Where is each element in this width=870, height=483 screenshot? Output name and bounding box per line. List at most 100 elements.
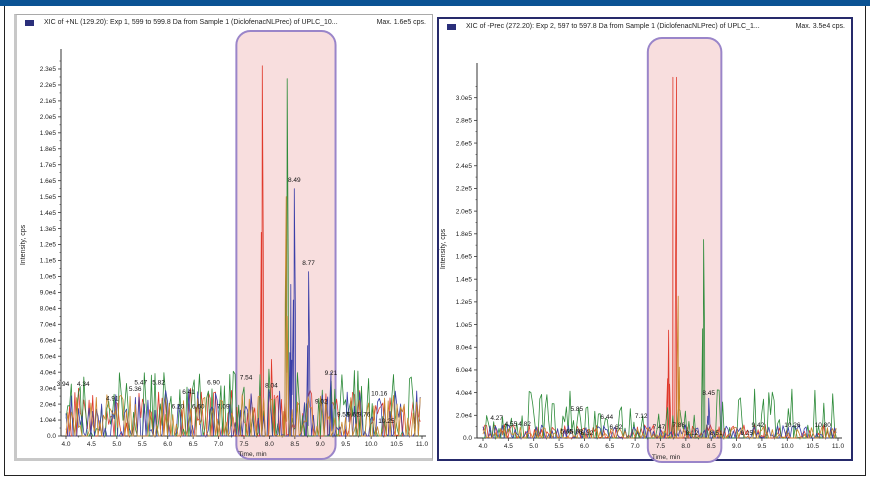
x-tick-label: 9.0 — [732, 443, 741, 450]
peak-label: 7.86 — [672, 422, 685, 429]
peak-label: 6.41 — [182, 389, 195, 396]
peak-label: 4.27 — [490, 415, 503, 422]
x-tick-label: 8.0 — [681, 443, 690, 450]
pane-header: XIC of -Prec (272.20): Exp 2, 597 to 597… — [447, 23, 847, 35]
y-tick-label: 1.6e5 — [40, 178, 57, 185]
x-tick-label: 8.5 — [707, 443, 716, 450]
y-tick-label: 1.7e5 — [40, 162, 57, 169]
x-tick-label: 4.5 — [87, 441, 96, 448]
y-tick-label: 1.3e5 — [40, 226, 57, 233]
y-tick-label: 6.0e4 — [40, 337, 57, 344]
xic-pane-left[interactable]: XIC of +NL (129.20): Exp 1, 599 to 599.8… — [14, 14, 433, 461]
x-tick-label: 7.5 — [239, 441, 248, 448]
y-tick-label: 6.0e4 — [456, 367, 473, 374]
peak-label: 6.60 — [192, 403, 205, 410]
peak-label: 5.36 — [129, 386, 142, 393]
x-axis-title: Time, min — [652, 454, 681, 461]
peak-label: 6.62 — [610, 424, 623, 431]
x-tick-label: 5.5 — [555, 443, 564, 450]
xic-pane-right[interactable]: XIC of -Prec (272.20): Exp 2, 597 to 597… — [437, 17, 855, 463]
x-tick-label: 6.5 — [189, 441, 198, 448]
peak-label: 5.47 — [134, 380, 147, 387]
x-tick-label: 9.5 — [757, 443, 766, 450]
peak-label: 8.51 — [710, 430, 723, 437]
y-tick-label: 1.4e5 — [40, 210, 57, 217]
peak-label: 9.02 — [315, 399, 328, 406]
x-tick-label: 11.0 — [416, 441, 429, 448]
pane-color-swatch-icon — [447, 23, 456, 30]
peak-label: 6.90 — [207, 380, 220, 387]
peak-label: 7.47 — [653, 424, 666, 431]
y-tick-label: 8.0e4 — [40, 306, 57, 313]
y-tick-label: 1.2e5 — [40, 242, 57, 249]
peak-label: 10.26 — [784, 422, 801, 429]
chromatogram-plot[interactable]: 0.0 1.0e4 2.0e4 3.0e4 4.0e4 5.0e4 6.0e4 7.0e4 8.… — [17, 15, 436, 462]
peak-label: 8.49 — [288, 177, 301, 184]
x-tick-label: 9.0 — [316, 441, 325, 448]
y-tick-label: 2.0e4 — [456, 413, 473, 420]
y-tick-label: 1.5e5 — [40, 194, 57, 201]
peak-label: 5.68 — [570, 429, 583, 436]
y-tick-label: 1.9e5 — [40, 130, 57, 137]
pane-header: XIC of +NL (129.20): Exp 1, 599 to 599.8… — [25, 19, 428, 31]
y-tick-label: 4.0e4 — [456, 390, 473, 397]
peak-label: 5.65 — [560, 429, 573, 436]
peak-label: 10.80 — [815, 422, 832, 429]
x-tick-label: 7.0 — [631, 443, 640, 450]
peak-label: 9.53 — [337, 411, 350, 418]
y-tick-label: 0.0 — [47, 433, 56, 440]
x-tick-label: 5.0 — [112, 441, 121, 448]
peak-label: 6.20 — [172, 403, 185, 410]
peak-label: 7.09 — [217, 403, 230, 410]
chromatogram-traces — [482, 76, 837, 439]
pane-max-intensity: Max. 1.6e5 cps. — [376, 19, 426, 26]
peak-label: 9.21 — [325, 370, 338, 377]
window-title-bar — [0, 0, 870, 6]
highlight-region — [646, 37, 723, 463]
peak-label: 9.42 — [752, 422, 765, 429]
peak-label: 8.12 — [686, 430, 699, 437]
peak-label: 8.77 — [302, 260, 315, 267]
y-tick-label: 1.0e4 — [40, 417, 57, 424]
x-tick-label: 10.5 — [390, 441, 403, 448]
y-tick-label: 2.2e5 — [40, 82, 57, 89]
axes: 0.0 1.0e4 2.0e4 3.0e4 4.0e4 5.0e4 6.0e4 7.0e4 8.… — [40, 49, 429, 448]
y-tick-label: 1.1e5 — [40, 258, 57, 265]
peak-label: 4.82 — [518, 421, 531, 428]
pane-color-swatch-icon — [25, 19, 34, 26]
x-tick-label: 6.0 — [580, 443, 589, 450]
x-tick-label: 10.5 — [806, 443, 819, 450]
y-axis-title: Intensity, cps — [20, 224, 27, 265]
peak-label: 4.55 — [505, 421, 518, 428]
peak-label: 9.25 — [740, 430, 753, 437]
x-tick-label: 7.5 — [656, 443, 665, 450]
y-tick-label: 2.8e5 — [456, 118, 473, 125]
peak-label: 3.94 — [57, 381, 70, 388]
peak-label: 5.85 — [570, 406, 583, 413]
peak-label: 4.34 — [77, 381, 90, 388]
x-tick-label: 9.5 — [341, 441, 350, 448]
y-tick-label: 0.0 — [463, 435, 472, 442]
y-tick-label: 2.3e5 — [40, 66, 57, 73]
x-tick-label: 4.5 — [504, 443, 513, 450]
y-tick-label: 1.8e5 — [40, 146, 57, 153]
peak-label: 10.25 — [378, 418, 395, 425]
x-tick-label: 10.0 — [365, 441, 378, 448]
x-tick-label: 8.0 — [265, 441, 274, 448]
x-tick-label: 10.0 — [781, 443, 794, 450]
y-tick-label: 2.4e5 — [456, 163, 473, 170]
peak-label: 10.16 — [371, 391, 388, 398]
peak-label: 5.82 — [152, 380, 165, 387]
chromatogram-plot[interactable]: 0.0 2.0e4 4.0e4 6.0e4 8.0e4 1.0e5 1.2e5 1.4e5 1.… — [439, 19, 855, 463]
y-tick-label: 3.0e4 — [40, 385, 57, 392]
y-tick-label: 1.4e5 — [456, 276, 473, 283]
x-tick-label: 6.5 — [605, 443, 614, 450]
y-axis-title: Intensity, cps — [440, 228, 447, 269]
y-tick-label: 7.0e4 — [40, 321, 57, 328]
y-tick-label: 4.0e4 — [40, 369, 57, 376]
y-tick-label: 1.0e5 — [456, 322, 473, 329]
peak-label: 8.45 — [702, 390, 715, 397]
y-tick-label: 2.0e5 — [40, 114, 57, 121]
trace-series-1 — [65, 78, 421, 437]
y-tick-label: 1.6e5 — [456, 254, 473, 261]
